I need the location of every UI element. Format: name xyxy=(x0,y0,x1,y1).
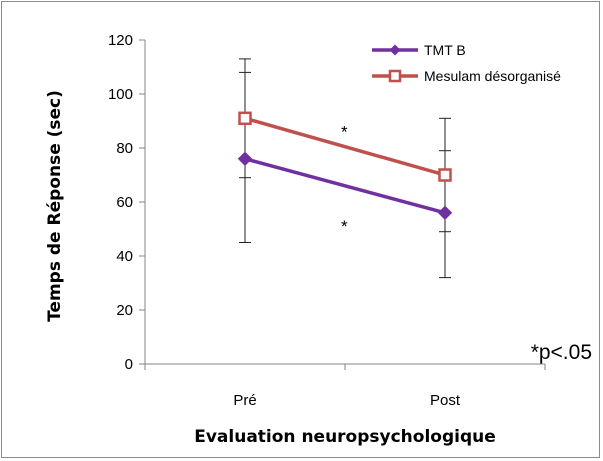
y-tick-label: 40 xyxy=(116,248,133,265)
data-point xyxy=(438,168,452,182)
y-tick-label: 60 xyxy=(116,194,133,211)
legend-label: Mesulam désorganisé xyxy=(424,68,561,84)
legend-entry: Mesulam désorganisé xyxy=(372,68,561,84)
y-axis-title: Temps de Réponse (sec) xyxy=(45,90,65,322)
data-point xyxy=(238,111,252,126)
data-point xyxy=(437,205,453,221)
legend-label: TMT B xyxy=(424,42,466,58)
x-tick-label: Post xyxy=(430,392,461,409)
x-tick-label: Pré xyxy=(233,392,256,409)
footnote: *p<.05 xyxy=(531,341,592,364)
series-0 xyxy=(239,71,451,279)
significance-asterisk: * xyxy=(341,217,348,236)
y-tick-label: 100 xyxy=(108,86,133,103)
y-tick-label: 80 xyxy=(116,140,133,157)
y-tick-label: 0 xyxy=(125,356,133,373)
significance-asterisk: * xyxy=(341,123,348,142)
legend-marker xyxy=(388,69,402,83)
y-tick-label: 20 xyxy=(116,302,133,319)
legend-marker xyxy=(389,44,401,56)
x-axis-title: Evaluation neuropsychologique xyxy=(194,427,496,447)
y-tick-label: 120 xyxy=(108,32,133,49)
series-line xyxy=(244,157,446,215)
data-point xyxy=(237,151,253,167)
series-line xyxy=(244,116,446,177)
legend-entry: TMT B xyxy=(372,42,466,58)
